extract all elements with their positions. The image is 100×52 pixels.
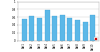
Bar <box>29 16 34 41</box>
Bar <box>52 16 57 41</box>
Bar <box>68 18 72 41</box>
Bar <box>60 15 65 41</box>
Bar <box>83 22 88 41</box>
Bar <box>90 15 95 41</box>
Legend:  <box>94 37 98 40</box>
Bar <box>45 10 50 41</box>
Bar <box>75 20 80 41</box>
Bar <box>22 19 27 41</box>
Bar <box>37 18 42 41</box>
